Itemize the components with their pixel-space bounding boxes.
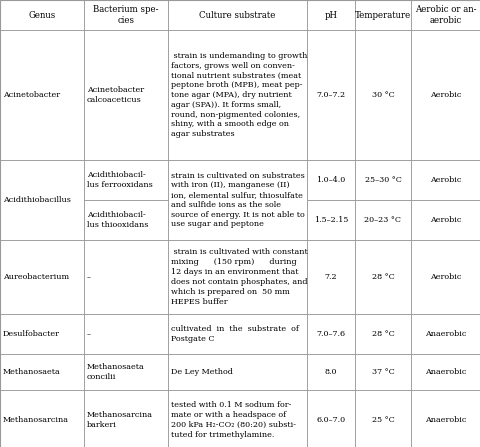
Bar (84, 390, 168, 447)
Bar (410, 30, 480, 160)
Bar (354, 354, 410, 390)
Bar (410, 354, 480, 390)
Text: 28 °C: 28 °C (371, 273, 394, 281)
Text: 8.0: 8.0 (324, 368, 336, 376)
Text: 7.0–7.6: 7.0–7.6 (316, 330, 345, 338)
Bar (354, 160, 410, 200)
Text: strain is cultivated with constant
mixing      (150 rpm)      during
12 days in : strain is cultivated with constant mixin… (171, 249, 307, 305)
Text: tested with 0.1 M sodium for-
mate or with a headspace of
200 kPa H₂-CO₂ (80:20): tested with 0.1 M sodium for- mate or wi… (171, 401, 295, 439)
Text: De Ley Method: De Ley Method (171, 368, 232, 376)
Bar (410, 200, 480, 240)
Text: Methanosaeta: Methanosaeta (3, 368, 60, 376)
Text: Anaerobic: Anaerobic (424, 368, 466, 376)
Bar (306, 160, 354, 200)
Text: 6.0–7.0: 6.0–7.0 (316, 416, 345, 424)
Text: –: – (87, 330, 91, 338)
Text: Acidithiobacil-
lus thiooxidans: Acidithiobacil- lus thiooxidans (87, 211, 148, 229)
Bar (410, 160, 480, 200)
Bar (410, 314, 480, 354)
Bar (0, 390, 84, 447)
Text: Anaerobic: Anaerobic (424, 330, 466, 338)
Bar (306, 390, 354, 447)
Text: strain is cultivated on substrates
with iron (II), manganese (II)
ion, elemental: strain is cultivated on substrates with … (171, 172, 304, 228)
Text: Bacterium spe-
cies: Bacterium spe- cies (93, 5, 158, 25)
Bar (84, 30, 168, 160)
Text: Aerobic or an-
aerobic: Aerobic or an- aerobic (414, 5, 476, 25)
Bar (0, 0, 84, 30)
Text: Aerobic: Aerobic (430, 91, 461, 99)
Text: Culture substrate: Culture substrate (199, 10, 275, 20)
Text: Acidithiobacil-
lus ferrooxidans: Acidithiobacil- lus ferrooxidans (87, 171, 153, 189)
Text: pH: pH (324, 10, 337, 20)
Bar (410, 390, 480, 447)
Text: Methanosarcina
barkeri: Methanosarcina barkeri (87, 411, 153, 429)
Bar (410, 0, 480, 30)
Bar (354, 390, 410, 447)
Text: 7.0–7.2: 7.0–7.2 (316, 91, 345, 99)
Bar (0, 314, 84, 354)
Bar (84, 0, 168, 30)
Bar (0, 240, 84, 314)
Bar (306, 200, 354, 240)
Text: Methanosarcina: Methanosarcina (3, 416, 69, 424)
Bar (306, 0, 354, 30)
Bar (410, 240, 480, 314)
Text: 28 °C: 28 °C (371, 330, 394, 338)
Bar (168, 30, 306, 160)
Text: Temperature: Temperature (354, 10, 410, 20)
Text: Aerobic: Aerobic (430, 273, 461, 281)
Text: 37 °C: 37 °C (371, 368, 394, 376)
Bar (354, 200, 410, 240)
Text: 7.2: 7.2 (324, 273, 336, 281)
Bar (168, 240, 306, 314)
Text: Methanosaeta
concilii: Methanosaeta concilii (87, 363, 144, 381)
Bar (168, 160, 306, 240)
Text: 30 °C: 30 °C (371, 91, 394, 99)
Text: Anaerobic: Anaerobic (424, 416, 466, 424)
Bar (84, 240, 168, 314)
Bar (354, 30, 410, 160)
Bar (0, 354, 84, 390)
Text: 20–23 °C: 20–23 °C (364, 216, 401, 224)
Bar (84, 200, 168, 240)
Bar (354, 0, 410, 30)
Text: 1.0–4.0: 1.0–4.0 (316, 176, 345, 184)
Text: –: – (87, 273, 91, 281)
Bar (306, 30, 354, 160)
Text: 25 °C: 25 °C (371, 416, 394, 424)
Text: Acinetobacter
calcoaceticus: Acinetobacter calcoaceticus (87, 86, 144, 104)
Bar (168, 314, 306, 354)
Bar (354, 240, 410, 314)
Text: cultivated  in  the  substrate  of
Postgate C: cultivated in the substrate of Postgate … (171, 325, 298, 343)
Bar (0, 30, 84, 160)
Text: strain is undemanding to growth
factors, grows well on conven-
tional nutrient s: strain is undemanding to growth factors,… (171, 52, 307, 138)
Text: 1.5–2.15: 1.5–2.15 (313, 216, 348, 224)
Bar (84, 354, 168, 390)
Bar (306, 314, 354, 354)
Text: Acidithiobacillus: Acidithiobacillus (3, 196, 71, 204)
Bar (354, 314, 410, 354)
Text: Aureobacterium: Aureobacterium (3, 273, 69, 281)
Bar (306, 240, 354, 314)
Text: Aerobic: Aerobic (430, 216, 461, 224)
Bar (84, 314, 168, 354)
Text: Desulfobacter: Desulfobacter (3, 330, 60, 338)
Bar (84, 160, 168, 200)
Text: Acinetobacter: Acinetobacter (3, 91, 60, 99)
Bar (168, 0, 306, 30)
Bar (0, 160, 84, 240)
Text: Aerobic: Aerobic (430, 176, 461, 184)
Bar (168, 354, 306, 390)
Text: Genus: Genus (28, 10, 56, 20)
Bar (168, 390, 306, 447)
Bar (306, 354, 354, 390)
Text: 25–30 °C: 25–30 °C (364, 176, 401, 184)
